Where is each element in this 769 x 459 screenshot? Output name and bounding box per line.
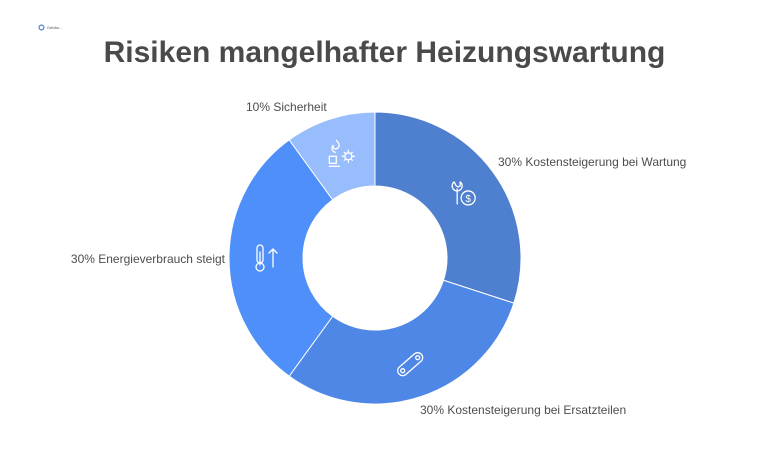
brand-logo-text: Gebäu... (47, 25, 63, 30)
thermometer-up-icon (255, 244, 278, 272)
slice-label-energieverbrauch: 30% Energieverbrauch steigt (71, 252, 226, 266)
donut-slice-energieverbrauch (228, 139, 334, 377)
wrench-dollar-icon: $ (451, 181, 476, 206)
chart-title: Risiken mangelhafter Heizungswartung (103, 36, 666, 69)
chain-link-icon (397, 352, 424, 377)
fire-gear-icon (328, 139, 355, 167)
brand-logo-icon (38, 24, 45, 31)
slice-label-kostensteigerung-ersatzteile: 30% Kostensteigerung bei Ersatzteilen (420, 403, 626, 417)
brand-logo: Gebäu... (38, 24, 62, 31)
slice-label-kostensteigerung-wartung: 30% Kostensteigerung bei Wartung (498, 155, 686, 169)
donut-slice-kostensteigerung-ersatzteile (288, 279, 515, 405)
svg-text:$: $ (465, 194, 471, 205)
donut-slice-kostensteigerung-wartung (374, 111, 522, 304)
slice-label-sicherheit: 10% Sicherheit (246, 100, 327, 114)
